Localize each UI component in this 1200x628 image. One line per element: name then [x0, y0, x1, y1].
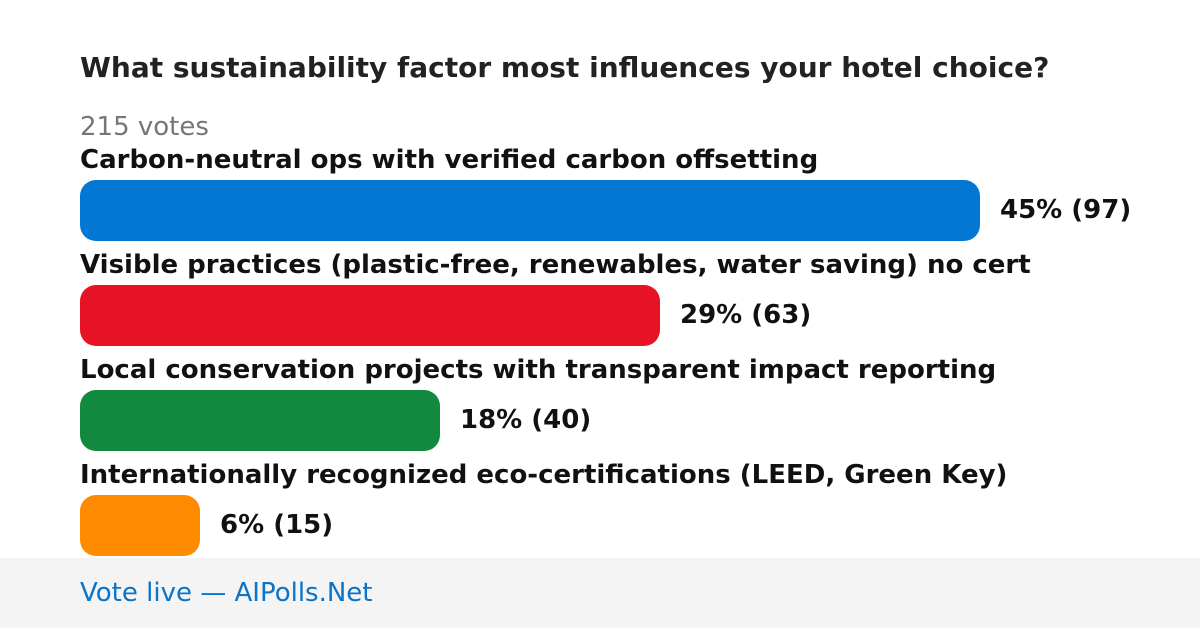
option-label: Carbon-neutral ops with verified carbon … — [80, 145, 819, 175]
option-label: Visible practices (plastic-free, renewab… — [80, 250, 1031, 280]
poll-card: What sustainability factor most influenc… — [80, 51, 1180, 556]
poll-option-eco-certifications[interactable]: Internationally recognized eco-certifica… — [80, 458, 1180, 563]
option-label: Local conservation projects with transpa… — [80, 355, 997, 385]
result-bar — [80, 285, 660, 346]
result-value: 29% (63) — [680, 300, 812, 330]
footer: Vote live — AIPolls.Net — [0, 558, 1200, 628]
poll-option-carbon-neutral[interactable]: Carbon-neutral ops with verified carbon … — [80, 143, 1180, 248]
poll-option-visible-practices[interactable]: Visible practices (plastic-free, renewab… — [80, 248, 1180, 353]
option-label: Internationally recognized eco-certifica… — [80, 460, 1008, 490]
result-bar — [80, 180, 980, 241]
result-value: 45% (97) — [1000, 195, 1132, 225]
poll-question: What sustainability factor most influenc… — [80, 51, 1050, 84]
result-value: 6% (15) — [220, 510, 334, 540]
result-bar — [80, 495, 200, 556]
result-bar — [80, 390, 440, 451]
vote-live-link[interactable]: Vote live — AIPolls.Net — [80, 578, 373, 608]
result-value: 18% (40) — [460, 405, 592, 435]
poll-option-local-conservation[interactable]: Local conservation projects with transpa… — [80, 353, 1180, 458]
vote-count: 215 votes — [80, 112, 209, 142]
poll-options: Carbon-neutral ops with verified carbon … — [80, 143, 1180, 556]
